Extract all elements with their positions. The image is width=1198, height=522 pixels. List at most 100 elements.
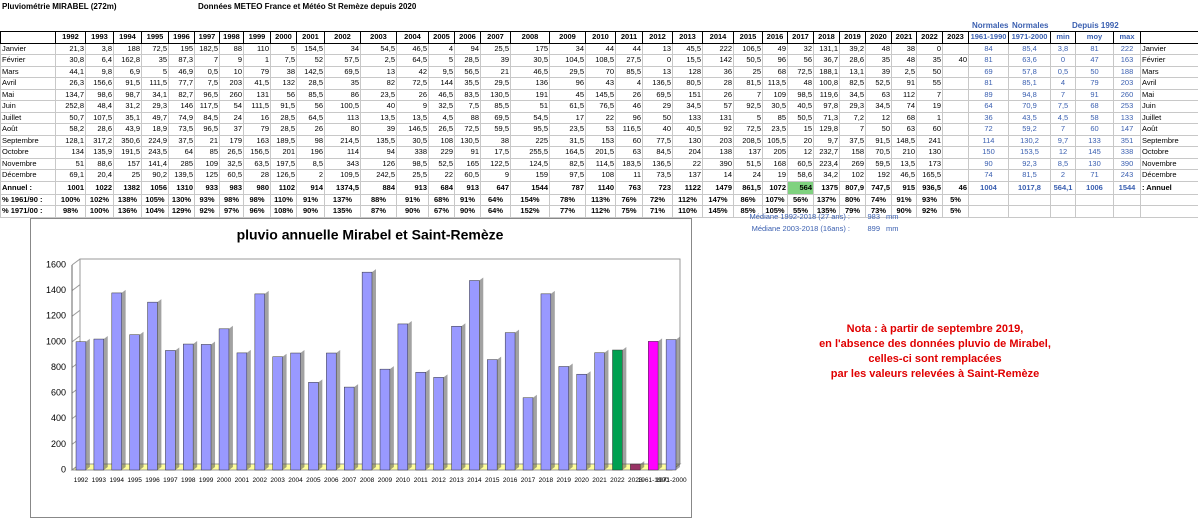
cell: 72,5 xyxy=(141,42,169,55)
stat-cell: 188 xyxy=(1113,65,1141,78)
cell: 109,5 xyxy=(324,169,361,182)
cell: 48 xyxy=(891,54,917,67)
cell: 134 xyxy=(55,146,86,159)
stat-header: 1961-1990 xyxy=(968,31,1009,44)
year-header: 1995 xyxy=(141,31,169,44)
stat-cell: 1017,8 xyxy=(1008,180,1051,195)
stat-cell: 81,5 xyxy=(1008,169,1051,182)
cell: 76,5 xyxy=(585,100,616,113)
cell: 92% xyxy=(916,205,943,218)
cell: 40,5 xyxy=(672,123,703,136)
bar xyxy=(576,373,587,471)
cell: 96 xyxy=(549,77,586,90)
cell: 98,7 xyxy=(113,88,142,101)
cell: 34 xyxy=(324,42,361,55)
bar xyxy=(344,386,355,471)
cell: 134,7 xyxy=(55,88,86,101)
cell: 1544 xyxy=(510,180,550,195)
stat-header: min xyxy=(1050,31,1076,44)
cell: 126,5 xyxy=(270,169,297,182)
bar xyxy=(165,350,176,471)
cell: 74 xyxy=(891,100,917,113)
cell: 98% xyxy=(219,193,244,206)
cell: 139,5 xyxy=(168,169,195,182)
cell: 151 xyxy=(672,88,703,101)
cell: 164,5 xyxy=(549,146,586,159)
cell: 390 xyxy=(702,157,734,170)
cell: 124,5 xyxy=(510,157,550,170)
bar xyxy=(487,359,498,471)
cell: 29,3 xyxy=(839,100,866,113)
cell: 100,8 xyxy=(813,77,840,90)
cell: 80% xyxy=(839,193,866,206)
cell: 208,5 xyxy=(733,134,763,147)
cell: 145% xyxy=(702,205,734,218)
stat-cell: 114 xyxy=(968,134,1009,147)
stat-cell: 84 xyxy=(968,42,1009,55)
cell: 145,5 xyxy=(585,88,616,101)
cell: 122,5 xyxy=(480,157,511,170)
cell: 98,5 xyxy=(787,88,814,101)
cell: 77% xyxy=(549,205,586,218)
cell: 152% xyxy=(510,205,550,218)
stat-cell: 79 xyxy=(1075,77,1114,90)
cell: 48,4 xyxy=(85,100,114,113)
row: % 1961/90 :100% 102% 138% 105% 130% 93% 98% 98%… xyxy=(0,193,1198,206)
cell: 114,5 xyxy=(585,157,616,170)
y-tick-label: 200 xyxy=(51,439,66,449)
cell: 128,1 xyxy=(55,134,86,147)
x-tick-label: 2002 xyxy=(253,477,268,484)
cell: 86 xyxy=(324,88,361,101)
x-tick-label: 2023 xyxy=(628,477,643,484)
year-header: 1993 xyxy=(85,31,114,44)
cell: 22 xyxy=(585,111,616,124)
x-tick-label: 1971-2000 xyxy=(656,477,687,484)
cell: 71,3 xyxy=(813,111,840,124)
cell: 100% xyxy=(55,193,86,206)
year-header: 2022 xyxy=(916,31,943,44)
stat-cell: 4,5 xyxy=(1050,111,1076,124)
cell: 1140 xyxy=(585,180,616,195)
cell xyxy=(0,31,56,44)
row-tail: Novembre xyxy=(1140,157,1198,170)
cell: 936,5 xyxy=(916,180,943,195)
cell: 46 xyxy=(615,100,643,113)
cell: 96 xyxy=(762,54,788,67)
bar xyxy=(272,356,283,471)
cell: 30,5 xyxy=(396,134,429,147)
bar xyxy=(558,366,569,471)
y-tick-label: 1400 xyxy=(46,285,66,295)
cell: 175 xyxy=(510,42,550,55)
cell: 82,5 xyxy=(549,157,586,170)
cell: 40 xyxy=(642,123,673,136)
cell: 9,8 xyxy=(85,65,114,78)
cell: 1001 xyxy=(55,180,86,195)
cell: 40 xyxy=(942,54,969,67)
cell: 54,5 xyxy=(510,111,550,124)
cell xyxy=(942,88,969,101)
bar xyxy=(630,463,641,471)
bar-side xyxy=(103,336,108,470)
row-tail: Juillet xyxy=(1140,111,1198,124)
cell: 20,4 xyxy=(85,169,114,182)
cell: 28 xyxy=(243,169,271,182)
bar xyxy=(236,352,248,471)
cell: 77,7 xyxy=(168,77,195,90)
cell: 132 xyxy=(270,77,297,90)
cell: 60 xyxy=(615,134,643,147)
cell: 52 xyxy=(296,54,325,67)
cell: 98,6 xyxy=(85,88,114,101)
cell: 107,5 xyxy=(85,111,114,124)
year-header: 2018 xyxy=(813,31,840,44)
median-line: Médiane 2003-2018 (16ans) : 899 mm xyxy=(700,223,899,235)
cell: 80 xyxy=(324,123,361,136)
cell: 242,5 xyxy=(360,169,397,182)
cell xyxy=(1075,205,1114,218)
bar xyxy=(308,382,319,471)
x-tick-label: 1992 xyxy=(74,477,89,484)
cell: 85,5 xyxy=(296,88,325,101)
cell: 107% xyxy=(762,193,788,206)
cell: 60,5 xyxy=(454,169,481,182)
cell: 96 xyxy=(615,111,643,124)
year-header: 2016 xyxy=(762,31,788,44)
